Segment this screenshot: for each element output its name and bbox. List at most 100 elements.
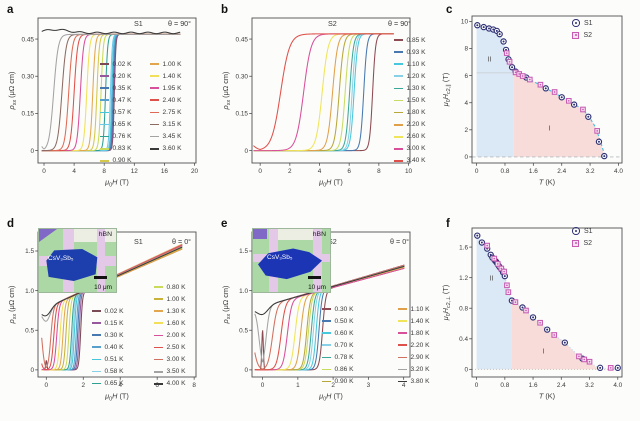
- legend-column: 0.85 K 0.93 K 1.10 K 1.20 K 1.30 K 1.50 K 1.80…: [394, 34, 426, 167]
- legend-swatch-icon: [398, 320, 407, 322]
- svg-text:0.8: 0.8: [500, 382, 509, 389]
- svg-text:ρxx (μΩ cm): ρxx (μΩ cm): [221, 72, 232, 111]
- legend-label: 2.20 K: [406, 121, 426, 129]
- svg-text:0.45: 0.45: [236, 36, 249, 43]
- svg-text:T (K): T (K): [539, 178, 555, 187]
- legend-swatch-icon: [394, 75, 403, 78]
- legend-swatch-icon: [154, 286, 163, 288]
- panel-d: d S1 θ = 0° 0 2 4 6 8 0 0.5 1.0 1.5 μ0H (T) ρxx (μ…: [4, 212, 218, 421]
- legend-swatch-icon: [154, 370, 163, 373]
- svg-text:3.2: 3.2: [585, 382, 594, 389]
- panel-e: e S2 θ = 0° 0 1 2 3 4 0 0.5 1.0 1.5 μ0H (T) ρxx (μ…: [218, 212, 446, 421]
- legend-entry: 1.50 K: [394, 94, 426, 106]
- legend-entry: 1.30 K: [394, 82, 426, 94]
- corner-flake: [39, 229, 57, 242]
- legend-label: 1.20 K: [406, 72, 426, 80]
- legend-label: 3.00 K: [406, 145, 426, 153]
- legend-swatch-icon: [398, 308, 407, 310]
- legend-swatch-icon: [92, 382, 101, 385]
- svg-text:8: 8: [102, 168, 106, 175]
- legend-entry: 1.10 K: [394, 58, 426, 70]
- svg-text:0: 0: [464, 154, 468, 161]
- legend-entry: 1.20 K: [394, 70, 426, 82]
- legend-swatch-icon: [92, 322, 101, 324]
- svg-text:20: 20: [191, 168, 199, 175]
- svg-text:1.0: 1.0: [25, 288, 34, 295]
- legend-label-s2: S2: [583, 31, 593, 39]
- legend-entry: 0.30 K: [322, 303, 392, 315]
- legend-entry: 0.47 K: [100, 94, 144, 106]
- flake-label: CsV₃Sb₅: [48, 255, 74, 262]
- svg-text:0.8: 0.8: [501, 168, 510, 175]
- legend-entry: 3.50 K: [154, 366, 210, 378]
- svg-text:0: 0: [45, 382, 49, 389]
- sample-label-e: S2: [328, 237, 337, 246]
- legend-label: 3.45 K: [162, 133, 182, 141]
- scale-bar: [308, 276, 321, 279]
- svg-text:2: 2: [464, 127, 468, 134]
- legend-entry: 0.02 K: [92, 305, 148, 317]
- temperature-legend-e: 0.30 K 0.50 K 0.60 K 0.70 K 0.78 K 0.86 K 0.90…: [322, 303, 468, 388]
- legend-swatch-icon: [150, 123, 159, 126]
- legend-entry: 0.76 K: [100, 131, 144, 143]
- legend-entry: 3.40 K: [394, 155, 426, 167]
- legend-entry: 0.80 K: [154, 281, 210, 293]
- legend-label: 0.70 K: [334, 341, 354, 349]
- legend-swatch-icon: [398, 356, 407, 359]
- svg-text:8: 8: [377, 168, 381, 175]
- legend-label: 1.80 K: [410, 329, 430, 337]
- legend-swatch-icon: [394, 148, 403, 150]
- legend-entry: 1.40 K: [398, 315, 468, 327]
- legend-entry: 1.60 K: [154, 317, 210, 329]
- legend-label: 2.75 K: [162, 108, 182, 116]
- legend-entry: 2.50 K: [154, 341, 210, 353]
- legend-entry: 0.30 K: [92, 329, 148, 341]
- legend-label: 0.80 K: [166, 283, 186, 291]
- legend-swatch-icon: [92, 346, 101, 349]
- legend-entry-s1: S1: [572, 225, 593, 237]
- svg-text:8: 8: [192, 382, 196, 389]
- legend-swatch-icon: [394, 99, 403, 102]
- svg-text:3.2: 3.2: [586, 168, 595, 175]
- legend-label: 4.00 K: [166, 380, 186, 388]
- legend-entry: 0.40 K: [92, 341, 148, 353]
- legend-column: 0.02 K 0.15 K 0.30 K 0.40 K 0.51 K 0.58 K 0.65…: [92, 281, 148, 390]
- svg-text:0.15: 0.15: [236, 111, 249, 118]
- legend-label: 0.02 K: [112, 60, 132, 68]
- sample-legend-c: S1 S2: [572, 17, 593, 41]
- s2-marker-icon: [572, 31, 579, 39]
- plot-b: 0 2 4 6 8 10 0 0.15 0.30 0.45 μ0H (T) ρxx (μΩ cm): [221, 17, 413, 189]
- corner-flake: [253, 229, 267, 239]
- legend-swatch-icon: [394, 135, 403, 138]
- legend-entry: 0.90 K: [322, 376, 392, 388]
- legend-entry: 3.00 K: [394, 143, 426, 155]
- sample-label-b: S2: [328, 19, 337, 28]
- legend-swatch-icon: [150, 147, 159, 150]
- svg-text:1.5: 1.5: [25, 248, 34, 255]
- legend-label: 3.40 K: [406, 157, 426, 165]
- legend-label: 0.20 K: [112, 72, 132, 80]
- legend-label: 2.20 K: [410, 341, 430, 349]
- legend-entry: 3.20 K: [398, 363, 468, 375]
- legend-entry: 0.93 K: [394, 46, 426, 58]
- legend-column: 0.02 K 0.20 K 0.35 K 0.47 K 0.57 K 0.65 K 0.76…: [100, 58, 144, 167]
- legend-swatch-icon: [322, 320, 331, 322]
- scale-label: 10 μm: [94, 284, 112, 291]
- legend-label: 3.15 K: [162, 121, 182, 129]
- legend-entry: 0.02 K: [100, 58, 144, 70]
- sample-label-d: S1: [134, 237, 143, 246]
- legend-label: 1.30 K: [406, 84, 426, 92]
- temperature-legend-d: 0.02 K 0.15 K 0.30 K 0.40 K 0.51 K 0.58 K 0.65…: [92, 281, 210, 390]
- legend-entry: 1.95 K: [150, 82, 194, 94]
- legend-swatch-icon: [394, 87, 403, 90]
- svg-text:6: 6: [155, 382, 159, 389]
- panel-letter-d: d: [7, 218, 15, 230]
- legend-swatch-icon: [100, 135, 109, 138]
- legend-label: 1.30 K: [166, 307, 186, 315]
- legend-entry: 0.85 K: [394, 34, 426, 46]
- svg-text:II: II: [489, 276, 493, 283]
- legend-swatch-icon: [154, 334, 163, 337]
- legend-entry: 3.15 K: [150, 118, 194, 130]
- legend-label: 2.60 K: [406, 133, 426, 141]
